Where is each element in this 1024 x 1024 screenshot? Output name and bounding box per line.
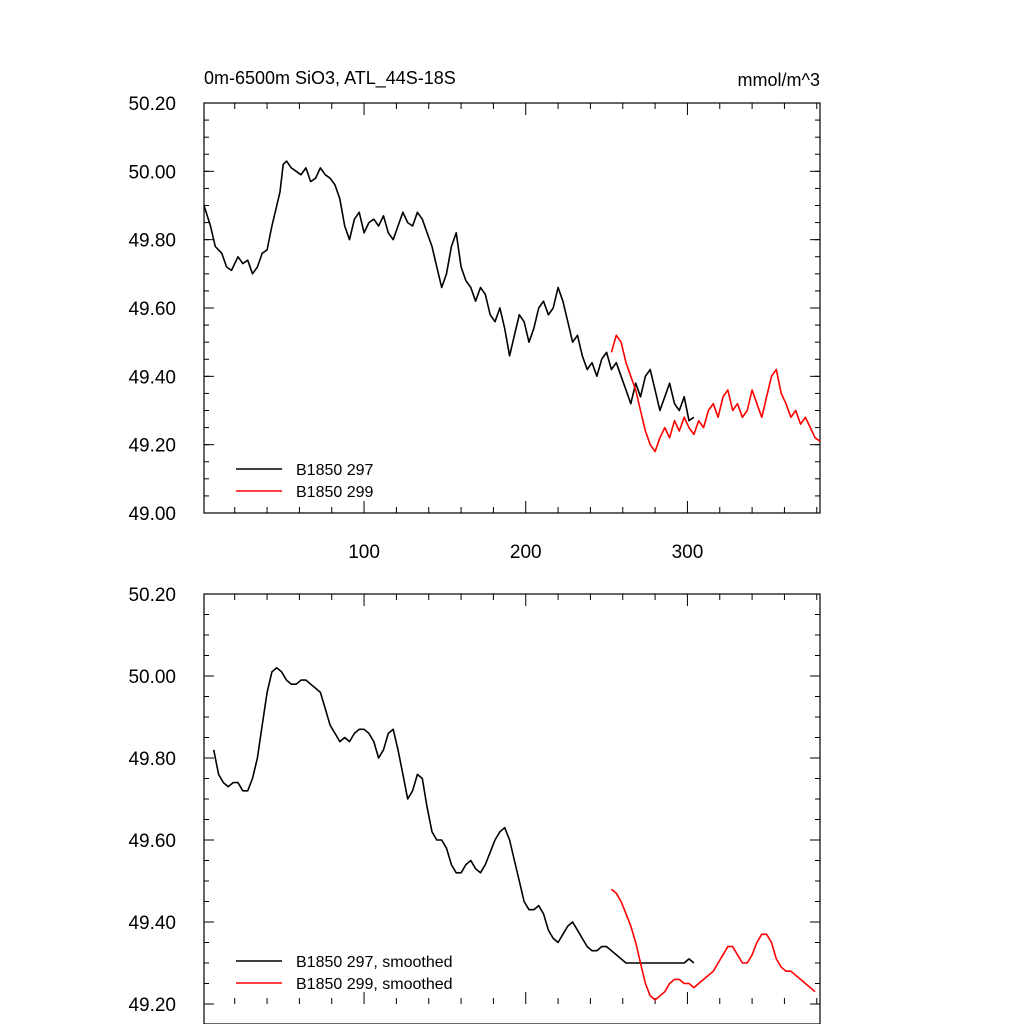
y-tick-label: 50.20: [128, 585, 176, 606]
y-tick-label: 49.00: [128, 504, 176, 525]
bottom-series-lines: [212, 666, 816, 1001]
y-tick-label: 49.60: [128, 299, 176, 320]
series-line-b1850-297: [203, 160, 695, 422]
y-tick-label: 49.20: [128, 436, 176, 457]
legend-label-b1850-299: B1850 299: [296, 484, 374, 501]
chart-title: 0m-6500m SiO3, ATL_44S-18S: [204, 68, 456, 89]
series-line-b1850-297-smoothed: [212, 666, 695, 964]
units-label: mmol/m^3: [738, 70, 820, 90]
y-tick-label: 49.60: [128, 831, 176, 852]
y-tick-label: 50.20: [128, 94, 176, 115]
series-line-b1850-299-smoothed: [610, 888, 816, 1001]
y-tick-label: 49.80: [128, 231, 176, 252]
top-plot-frame: [203, 102, 821, 514]
y-tick-label: 49.80: [128, 749, 176, 770]
bottom-ticks: 49.20 49.40 49.60 49.80 50.00 50.20: [128, 585, 820, 1016]
y-tick-label: 49.20: [128, 995, 176, 1016]
legend-label-b1850-299-smoothed: B1850 299, smoothed: [296, 976, 453, 993]
bottom-plot-frame: [203, 593, 821, 1024]
series-line-b1850-299: [610, 334, 821, 453]
top-series-lines: [203, 160, 821, 453]
legend-label-b1850-297: B1850 297: [296, 462, 374, 479]
legend-label-b1850-297-smoothed: B1850 297, smoothed: [296, 954, 453, 971]
top-legend: B1850 297 B1850 299: [236, 462, 374, 501]
y-tick-label: 50.00: [128, 162, 176, 183]
x-tick-label: 200: [510, 542, 542, 563]
y-tick-label: 49.40: [128, 913, 176, 934]
y-tick-label: 49.40: [128, 367, 176, 388]
top-panel: 0m-6500m SiO3, ATL_44S-18S mmol/m^3 49.0…: [128, 68, 821, 563]
bottom-legend: B1850 297, smoothed B1850 299, smoothed: [236, 954, 453, 993]
x-tick-label: 100: [348, 542, 380, 563]
top-ticks: 49.00 49.20 49.40 49.60 49.80 50.00 50.20 100 20…: [128, 94, 820, 563]
y-tick-label: 50.00: [128, 667, 176, 688]
x-tick-label: 300: [672, 542, 704, 563]
bottom-panel: 49.20 49.40 49.60 49.80 50.00 50.20 B1850 297…: [128, 585, 821, 1024]
